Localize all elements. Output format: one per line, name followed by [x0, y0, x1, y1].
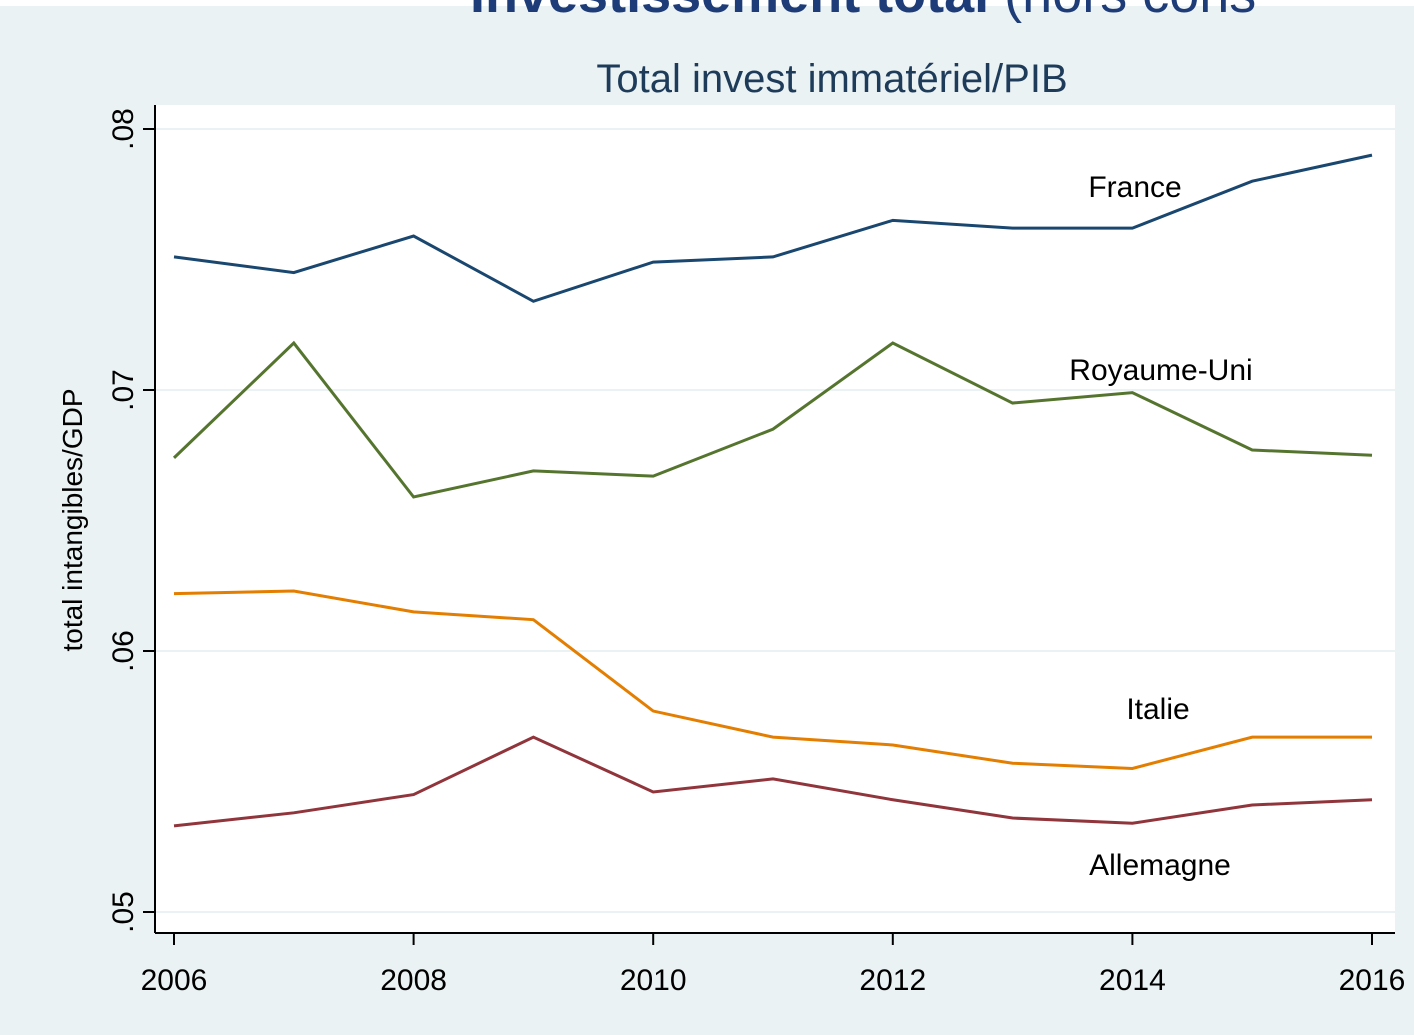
top-strip [0, 0, 1414, 6]
x-tick-label: 2006 [141, 964, 208, 997]
x-tick-label: 2012 [859, 964, 926, 997]
chart-title: Total invest immatériel/PIB [596, 57, 1067, 101]
y-axis-label: total intangibles/GDP [57, 388, 88, 651]
series-label: France [1088, 171, 1181, 204]
plot-area [155, 105, 1395, 933]
series-label: Royaume-Uni [1069, 354, 1252, 387]
x-tick-label: 2008 [380, 964, 447, 997]
y-tick-label: .06 [107, 630, 140, 672]
series-line [173, 735, 1373, 828]
header-bold: Investissement total [470, 0, 989, 24]
series-label: Allemagne [1089, 849, 1231, 882]
x-tick-label: 2010 [620, 964, 687, 997]
series-label: Italie [1126, 693, 1189, 726]
y-tick-label: .07 [107, 369, 140, 411]
series-line [173, 153, 1373, 303]
y-tick-label: .05 [107, 891, 140, 933]
x-tick-label: 2014 [1099, 964, 1166, 997]
series-line [172, 340, 1373, 499]
series-line [173, 589, 1372, 770]
y-tick-label: .08 [107, 108, 140, 150]
x-tick-label: 2016 [1339, 964, 1406, 997]
cut-header: Investissement total (hors cons [470, 0, 1256, 24]
header-rest: (hors cons [989, 0, 1256, 24]
